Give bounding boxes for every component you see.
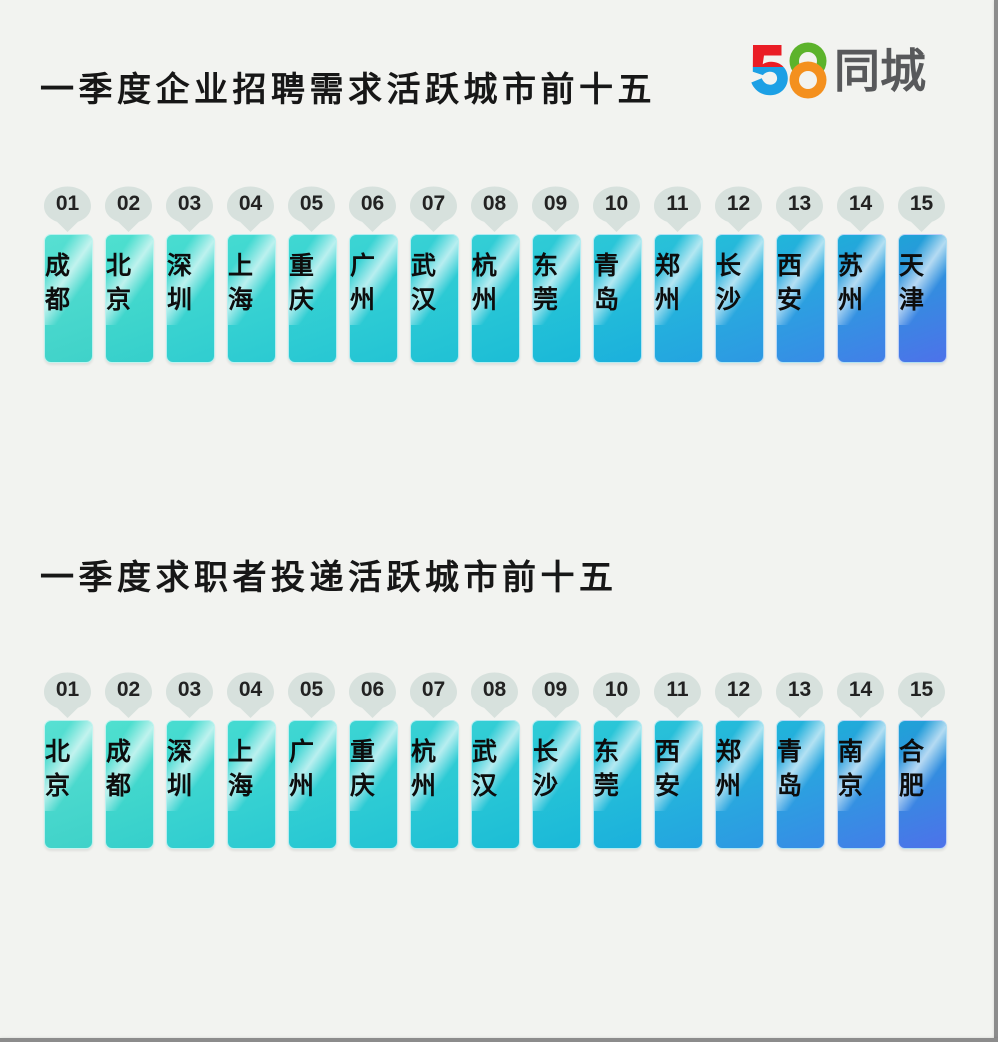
svg-text:同城: 同城: [834, 45, 926, 97]
